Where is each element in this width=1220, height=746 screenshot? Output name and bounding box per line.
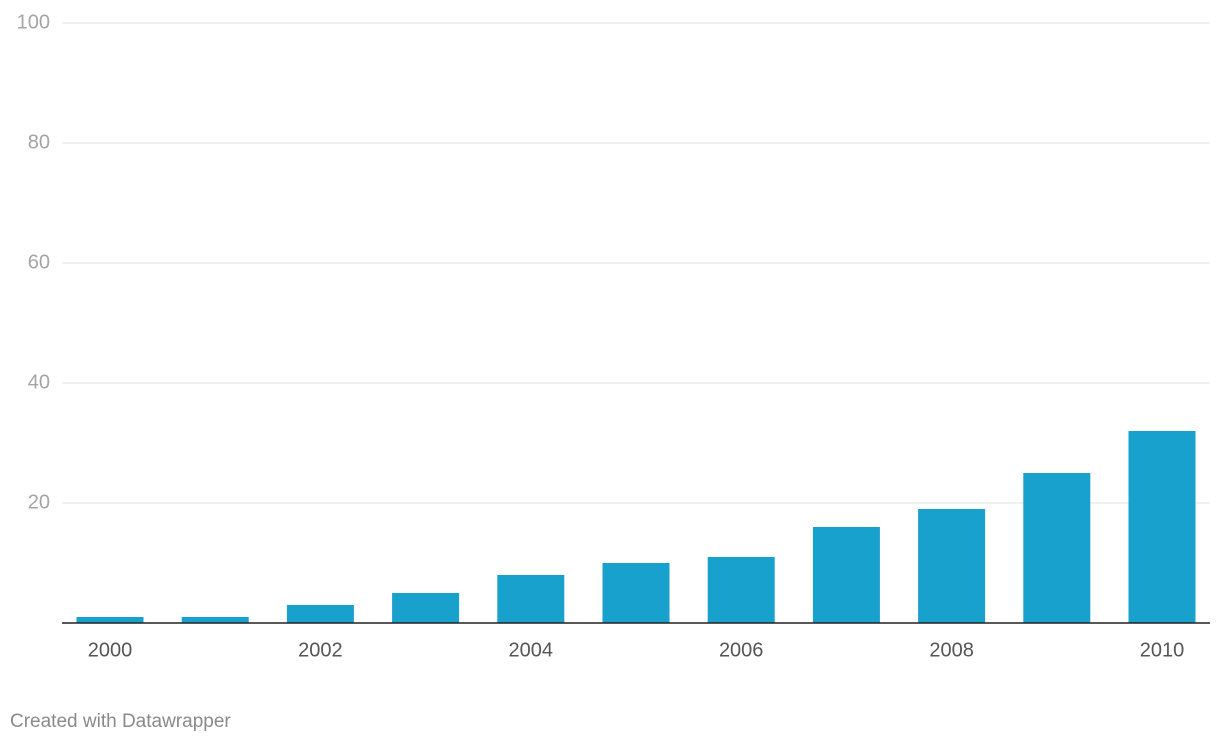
bar [1023, 473, 1091, 623]
x-tick-label: 2008 [929, 639, 974, 661]
x-tick-label: 2004 [509, 639, 554, 661]
y-tick-label: 20 [28, 491, 50, 513]
y-tick-label: 80 [28, 131, 50, 153]
y-tick-label: 60 [28, 251, 50, 273]
bar [918, 509, 986, 623]
bar [497, 575, 565, 623]
bar [181, 617, 249, 623]
x-tick-label: 2010 [1140, 639, 1185, 661]
x-tick-label: 2000 [88, 639, 133, 661]
bar [286, 605, 354, 623]
bar [602, 563, 670, 623]
bar [392, 593, 460, 623]
y-tick-label: 100 [17, 11, 50, 33]
credit: Created with Datawrapper [10, 711, 231, 732]
bar [76, 617, 144, 623]
bar [812, 527, 880, 623]
bar [1128, 431, 1196, 623]
y-tick-label: 40 [28, 371, 50, 393]
bar [707, 557, 775, 623]
x-tick-label: 2002 [298, 639, 343, 661]
x-tick-label: 2006 [719, 639, 764, 661]
